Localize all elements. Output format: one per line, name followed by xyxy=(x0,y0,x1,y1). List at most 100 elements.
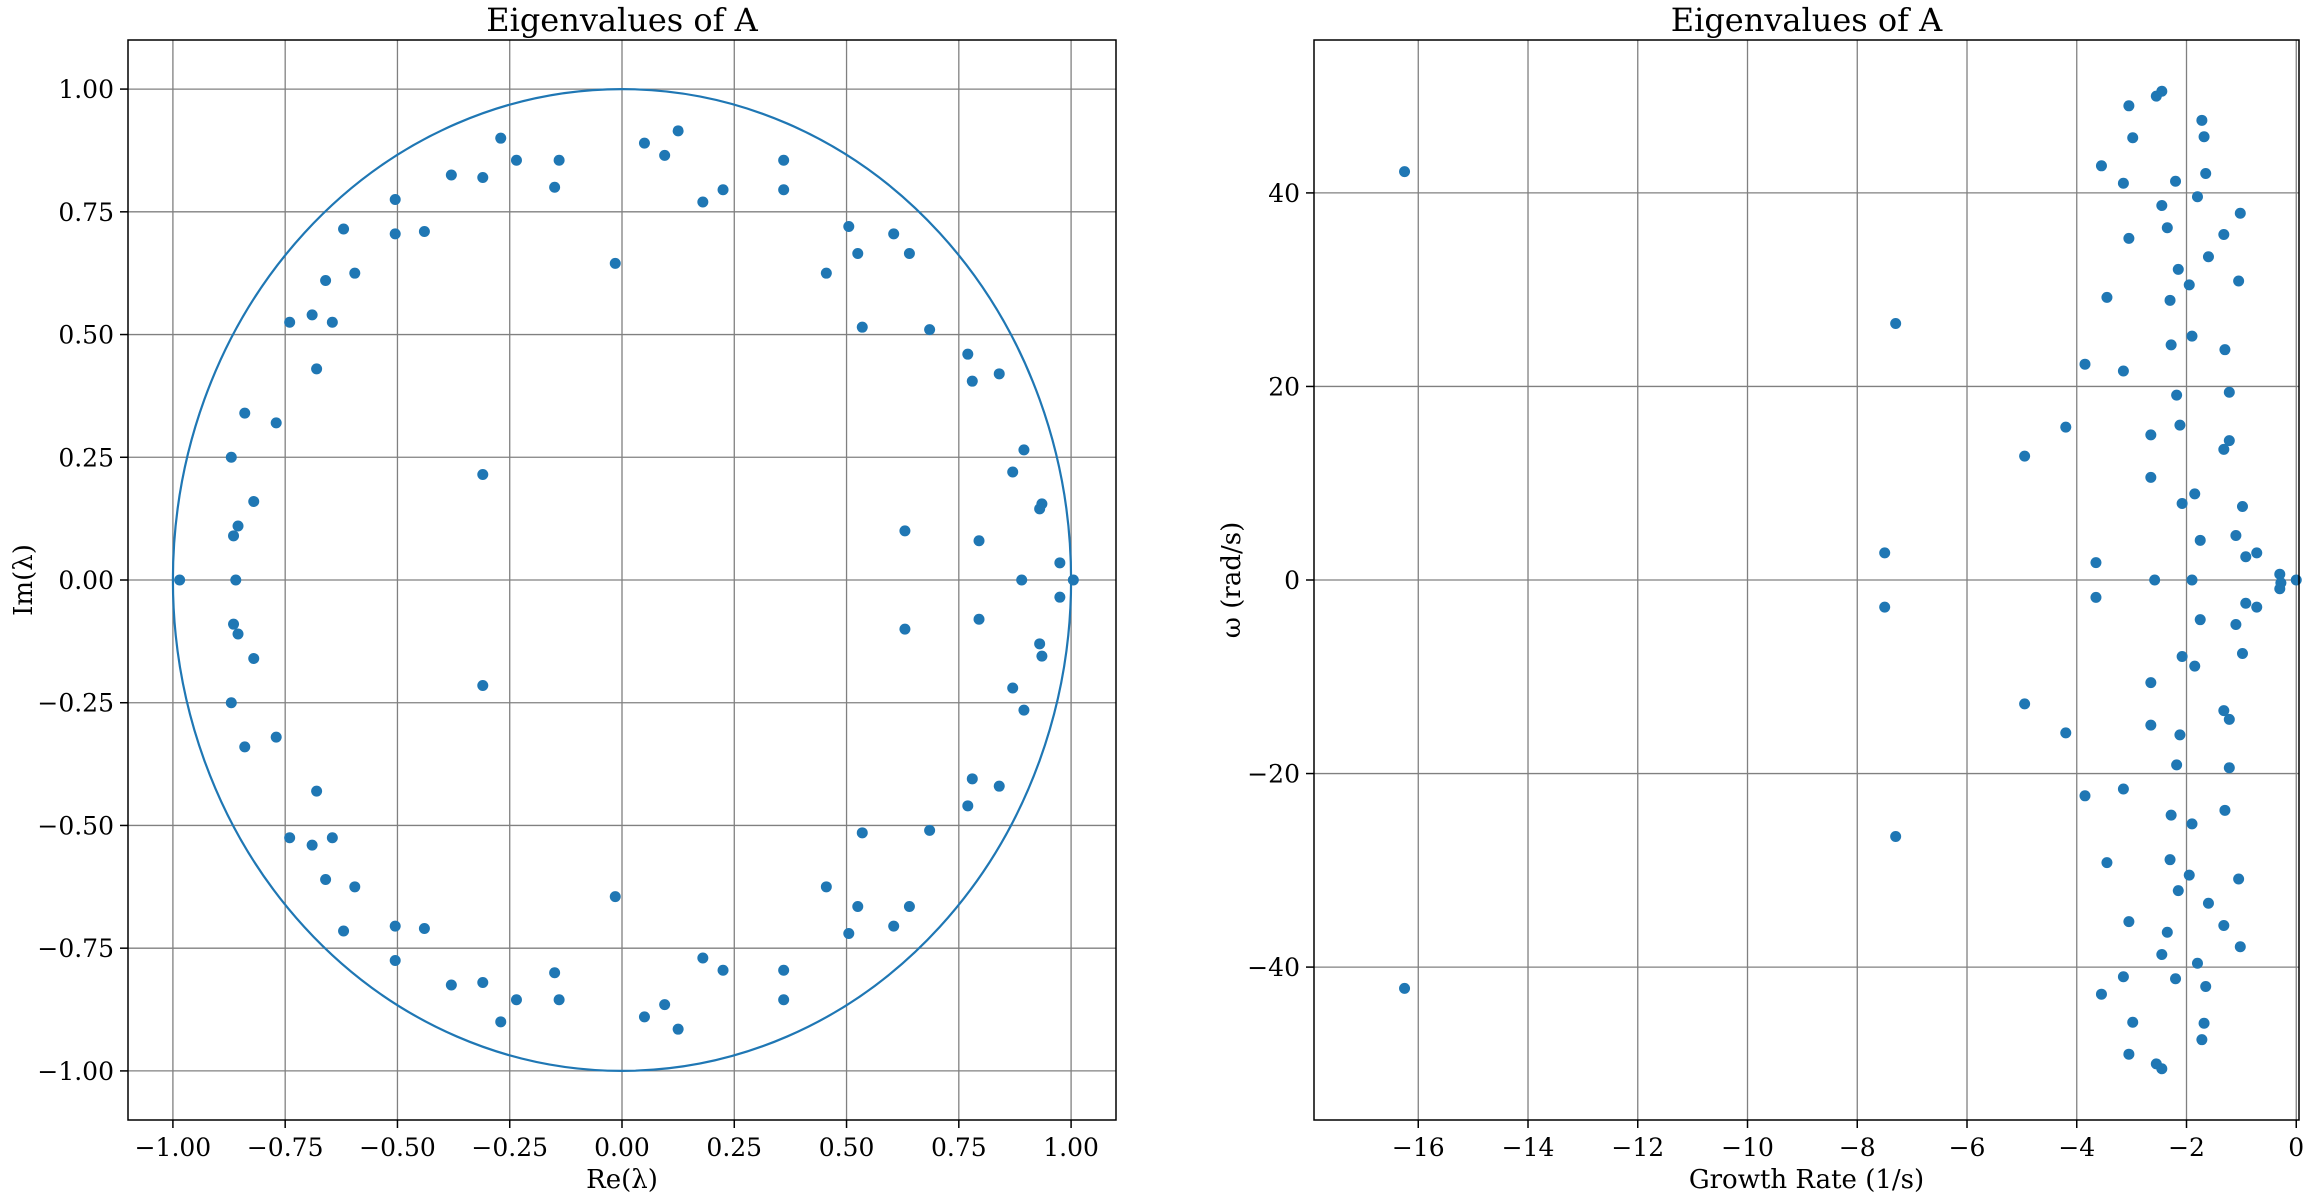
eigenvalue-point xyxy=(1007,682,1019,694)
eigenvalue-point xyxy=(2079,358,2091,370)
eigenvalue-point xyxy=(477,468,489,480)
eigenvalue-point xyxy=(962,800,974,812)
eigenvalue-point xyxy=(553,154,565,166)
eigenvalue-point xyxy=(349,267,361,279)
eigenvalue-point xyxy=(2123,232,2135,244)
eigenvalue-point xyxy=(510,994,522,1006)
eigenvalue-point xyxy=(843,221,855,233)
eigenvalue-point xyxy=(311,785,323,797)
eigenvalue-point xyxy=(697,196,709,208)
eigenvalue-point xyxy=(2171,389,2183,401)
eigenvalue-point xyxy=(2145,719,2157,731)
eigenvalue-point xyxy=(2170,175,2182,187)
eigenvalue-point xyxy=(311,363,323,375)
eigenvalue-point xyxy=(843,927,855,939)
eigenvalue-point xyxy=(993,368,1005,380)
eigenvalue-point xyxy=(659,999,671,1011)
left-eigenvalue-plot: −1.00 −0.75 −0.50 −0.25 0.00 0.25 0.50 0.75 1.00… xyxy=(9,1,1117,1193)
eigenvalue-point xyxy=(174,574,186,586)
eigenvalue-point xyxy=(717,964,729,976)
eigenvalue-point xyxy=(228,530,240,542)
eigenvalue-point xyxy=(966,773,978,785)
eigenvalue-point xyxy=(338,223,350,235)
eigenvalue-point xyxy=(2251,601,2263,613)
eigenvalue-point xyxy=(326,832,338,844)
eigenvalue-point xyxy=(1018,444,1030,456)
eigenvalue-point xyxy=(2186,818,2198,830)
eigenvalue-point xyxy=(2240,551,2252,563)
eigenvalue-point xyxy=(973,613,985,625)
eigenvalue-point xyxy=(418,923,430,935)
y-tick-label: −1.00 xyxy=(37,1057,114,1086)
eigenvalue-point xyxy=(239,741,251,753)
eigenvalue-point xyxy=(389,920,401,932)
eigenvalue-point xyxy=(820,881,832,893)
eigenvalue-point xyxy=(2230,529,2242,541)
eigenvalue-point xyxy=(2101,291,2113,303)
eigenvalue-point xyxy=(856,321,868,333)
eigenvalue-point xyxy=(270,731,282,743)
eigenvalue-point xyxy=(2274,568,2286,580)
eigenvalue-point xyxy=(638,137,650,149)
eigenvalue-point xyxy=(2202,897,2214,909)
eigenvalue-point xyxy=(232,520,244,532)
eigenvalue-point xyxy=(888,920,900,932)
eigenvalue-point xyxy=(2123,916,2135,928)
eigenvalue-point xyxy=(389,194,401,206)
eigenvalue-point xyxy=(553,994,565,1006)
eigenvalue-point xyxy=(2172,263,2184,275)
eigenvalue-point xyxy=(389,228,401,240)
eigenvalue-point xyxy=(778,964,790,976)
eigenvalue-point xyxy=(2156,199,2168,211)
eigenvalue-point xyxy=(2117,971,2129,983)
eigenvalue-point xyxy=(1016,574,1028,586)
eigenvalue-point xyxy=(2219,344,2231,356)
eigenvalue-point xyxy=(778,994,790,1006)
eigenvalue-point xyxy=(2191,957,2203,969)
eigenvalue-point xyxy=(2194,534,2206,546)
eigenvalue-point xyxy=(2164,854,2176,866)
x-tick-label: 0 xyxy=(2288,1133,2304,1162)
eigenvalue-point xyxy=(924,324,936,336)
eigenvalue-point xyxy=(903,900,915,912)
eigenvalue-point xyxy=(1034,503,1046,515)
eigenvalue-point xyxy=(2234,207,2246,219)
eigenvalue-point xyxy=(2200,168,2212,180)
eigenvalue-point xyxy=(270,417,282,429)
eigenvalue-point xyxy=(2145,429,2157,441)
eigenvalue-point xyxy=(672,125,684,137)
eigenvalue-point xyxy=(2019,450,2031,462)
x-tick-label: −2 xyxy=(2168,1133,2205,1162)
eigenvalue-point xyxy=(2090,557,2102,569)
y-tick-label: 0 xyxy=(1284,566,1300,595)
eigenvalue-point xyxy=(2156,949,2168,961)
y-tick-label: 0.50 xyxy=(58,321,114,350)
eigenvalue-point xyxy=(2191,191,2203,203)
eigenvalue-point xyxy=(2183,869,2195,881)
x-tick-label: −0.75 xyxy=(247,1133,324,1162)
eigenvalue-point xyxy=(852,900,864,912)
eigenvalue-point xyxy=(2198,1017,2210,1029)
eigenvalue-point xyxy=(852,248,864,260)
eigenvalue-point xyxy=(856,827,868,839)
eigenvalue-point xyxy=(973,535,985,547)
eigenvalue-point xyxy=(549,181,561,193)
eigenvalue-point xyxy=(993,780,1005,792)
eigenvalue-point xyxy=(2218,443,2230,455)
eigenvalue-point xyxy=(2218,229,2230,241)
eigenvalue-point xyxy=(2186,574,2198,586)
x-tick-label: −16 xyxy=(1392,1133,1445,1162)
eigenvalue-point xyxy=(888,228,900,240)
x-tick-label: −1.00 xyxy=(135,1133,212,1162)
x-tick-label: −0.25 xyxy=(471,1133,548,1162)
eigenvalue-point xyxy=(2165,339,2177,351)
x-tick-label: 1.00 xyxy=(1043,1133,1099,1162)
eigenvalue-point xyxy=(2236,500,2248,512)
eigenvalue-point xyxy=(2233,275,2245,287)
right-eigenvalue-plot: −16 −14 −12 −10 −8 −6 −4 −2 0−40−2002040Eigenval… xyxy=(1217,1,2304,1193)
eigenvalue-point xyxy=(349,881,361,893)
x-tick-label: −8 xyxy=(1839,1133,1876,1162)
eigenvalue-point xyxy=(2170,973,2182,985)
eigenvalue-point xyxy=(2189,488,2201,500)
x-tick-label: 0.25 xyxy=(706,1133,762,1162)
